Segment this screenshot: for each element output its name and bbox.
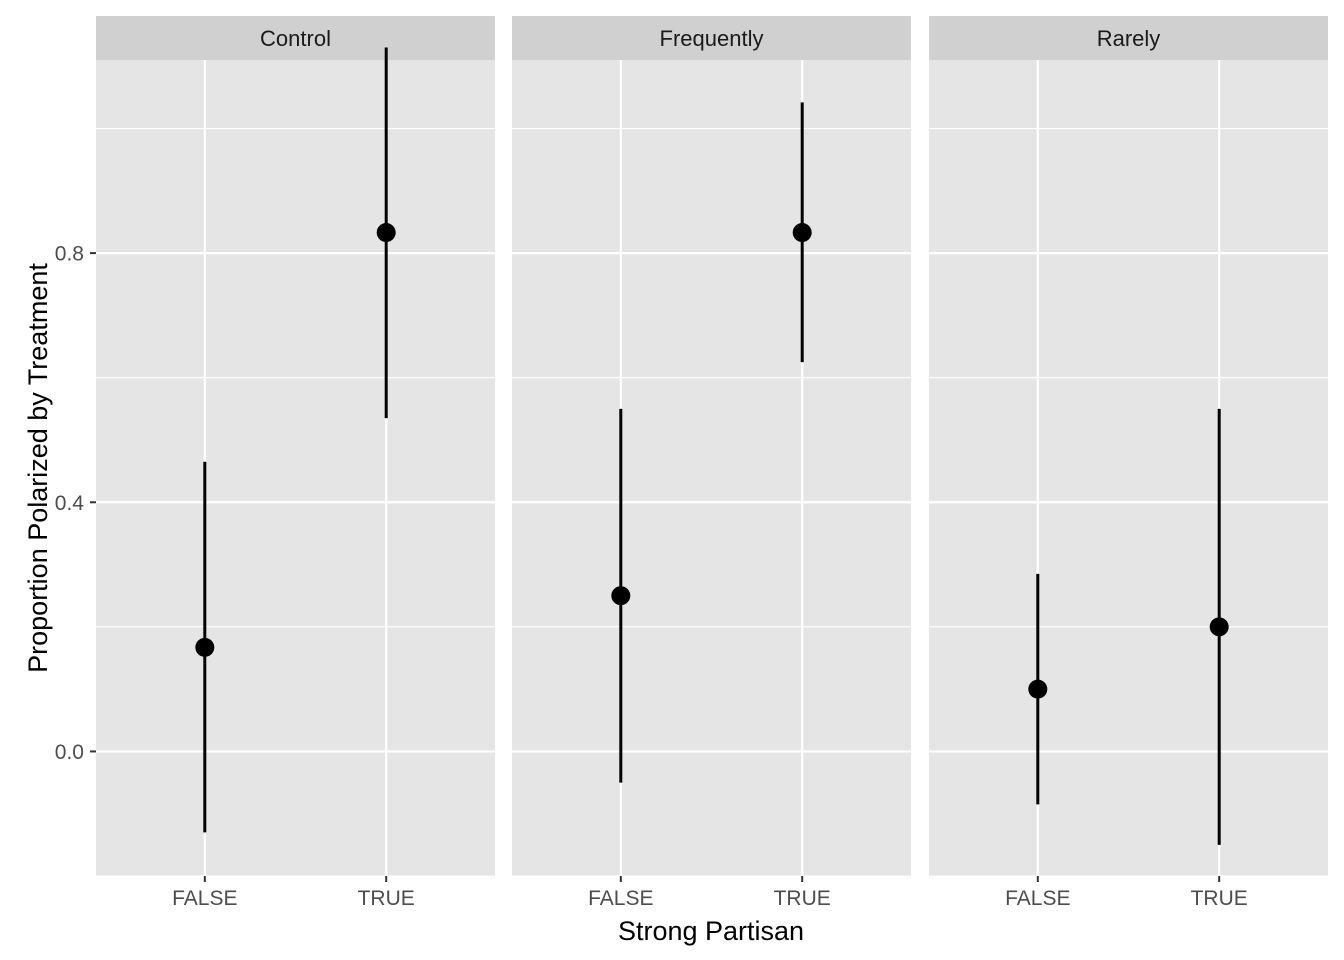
y-axis-title: Proportion Polarized by Treatment — [23, 263, 53, 673]
data-point — [792, 223, 812, 243]
x-tick-label: TRUE — [1191, 887, 1248, 910]
facet-strip — [96, 16, 495, 60]
data-point — [611, 586, 631, 606]
facet-frequently: Frequently FALSE TRUE — [512, 16, 911, 910]
data-point — [195, 637, 215, 657]
y-tick-label: 0.0 — [55, 741, 84, 764]
data-point — [1028, 679, 1048, 699]
y-axis: 0.0 0.4 0.8 — [55, 243, 96, 764]
x-tick-label: TRUE — [358, 887, 415, 910]
facet-rarely: Rarely FALSE TRUE — [929, 16, 1328, 910]
x-axis-title: Strong Partisan — [618, 916, 804, 946]
x-tick-label: FALSE — [172, 887, 237, 910]
panel-background — [512, 60, 911, 876]
data-point — [376, 223, 396, 243]
x-tick-label: TRUE — [774, 887, 831, 910]
panel-background — [929, 60, 1328, 876]
y-tick-label: 0.4 — [55, 492, 85, 515]
facet-strip — [929, 16, 1328, 60]
facet-strip-label: Frequently — [660, 26, 764, 51]
facet-strip-label: Control — [260, 26, 331, 51]
facet-control: Control FALSE TRUE — [96, 16, 495, 910]
x-tick-label: FALSE — [588, 887, 653, 910]
panel-background — [96, 60, 495, 876]
y-tick-label: 0.8 — [55, 243, 84, 266]
facet-strip-label: Rarely — [1097, 26, 1161, 51]
data-point — [1209, 617, 1229, 637]
x-tick-label: FALSE — [1005, 887, 1070, 910]
facet-strip — [512, 16, 911, 60]
